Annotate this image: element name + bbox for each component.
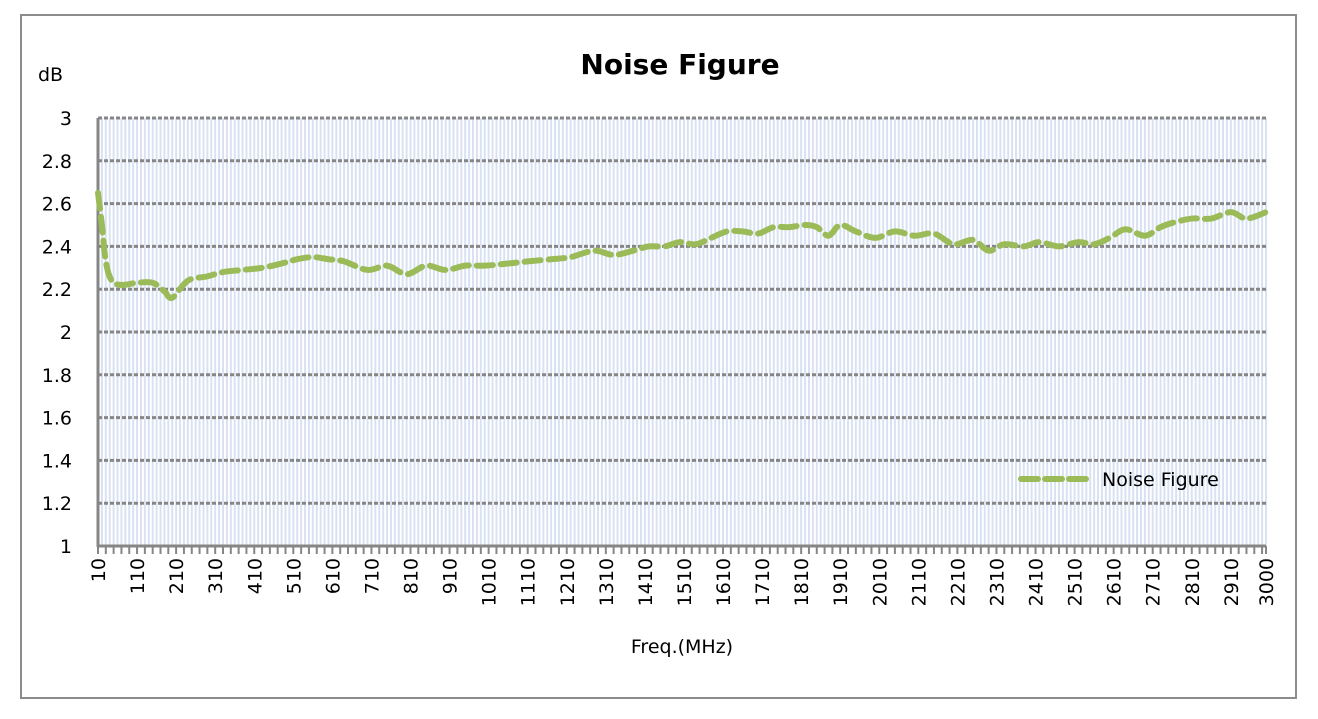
x-tick-label: 2310: [986, 558, 1008, 606]
x-tick-label: 1710: [752, 558, 774, 606]
axes: [96, 118, 1267, 554]
x-tick-label: 110: [127, 558, 149, 594]
y-tick-label: 1.6: [42, 408, 72, 430]
x-axis-label: Freq.(MHz): [631, 636, 733, 658]
y-tick-label: 1.2: [42, 493, 72, 515]
x-tick-label: 3000: [1256, 558, 1278, 606]
y-tick-label: 2.8: [42, 151, 72, 173]
x-tick-label: 2610: [1104, 558, 1126, 606]
x-tick-label: 1810: [791, 558, 813, 606]
x-tick-label: 1510: [674, 558, 696, 606]
x-tick-label: 610: [322, 558, 344, 594]
x-tick-label: 1410: [635, 558, 657, 606]
y-tick-label: 2: [60, 322, 72, 344]
y-tick-label: 2.6: [42, 194, 72, 216]
x-tick-label: 2710: [1143, 558, 1165, 606]
legend: Noise Figure: [1018, 469, 1219, 491]
x-tick-label: 2210: [947, 558, 969, 606]
legend-label: Noise Figure: [1102, 469, 1219, 491]
x-tick-label: 710: [361, 558, 383, 594]
x-tick-label: 2010: [869, 558, 891, 606]
x-tick-label: 1610: [713, 558, 735, 606]
x-tick-label: 1310: [596, 558, 618, 606]
x-tick-label: 910: [440, 558, 462, 594]
x-tick-label: 2910: [1221, 558, 1243, 606]
x-tick-label: 2510: [1065, 558, 1087, 606]
series-layer: [95, 189, 1269, 302]
horizontal-gridlines: [98, 116, 1266, 548]
x-tick-label: 1210: [557, 558, 579, 606]
y-tick-label: 1.4: [42, 450, 72, 472]
x-tick-labels: 10 110 210 310 410 510 610 710 810 910 1010 1110 121…: [88, 558, 1278, 606]
y-tick-label: 2.4: [42, 236, 72, 258]
x-tick-label: 510: [283, 558, 305, 594]
chart-frame: [20, 14, 1297, 699]
x-tick-label: 2410: [1026, 558, 1048, 606]
y-tick-label: 3: [60, 108, 72, 130]
x-tick-label: 810: [401, 558, 423, 594]
x-tick-label: 1910: [830, 558, 852, 606]
y-axis-label: dB: [38, 64, 63, 86]
x-tick-label: 2810: [1182, 558, 1204, 606]
x-tick-label: 410: [244, 558, 266, 594]
x-tick-label: 310: [205, 558, 227, 594]
y-tick-label: 2.2: [42, 279, 72, 301]
y-tick-labels: 1 1.2 1.4 1.6 1.8 2 2.2 2.4 2.6 2.8 3: [42, 108, 72, 558]
x-tick-label: 10: [88, 558, 110, 582]
x-tick-label: 2110: [908, 558, 930, 606]
y-tick-label: 1.8: [42, 365, 72, 387]
y-tick-label: 1: [60, 536, 72, 558]
x-tick-label: 1010: [479, 558, 501, 606]
chart-title: Noise Figure: [580, 48, 779, 81]
x-tick-label: 210: [166, 558, 188, 594]
x-tick-label: 1110: [518, 558, 540, 606]
